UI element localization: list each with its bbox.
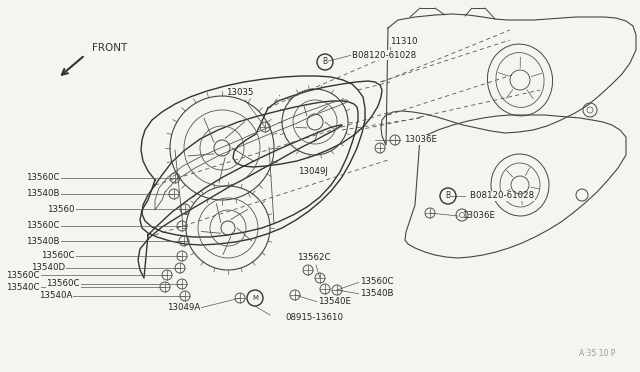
Text: FRONT: FRONT — [92, 43, 127, 53]
Text: B​08120-61028: B​08120-61028 — [352, 51, 416, 60]
Text: 13540B: 13540B — [26, 237, 60, 246]
Text: 13560C: 13560C — [26, 221, 60, 231]
Text: 13560C: 13560C — [47, 279, 80, 289]
Text: 13560C: 13560C — [42, 251, 75, 260]
Text: 13560: 13560 — [47, 205, 75, 214]
Text: 13049A: 13049A — [167, 304, 200, 312]
Text: 13540C: 13540C — [6, 282, 40, 292]
Text: ​B​08120-61028: ​B​08120-61028 — [470, 192, 534, 201]
Text: 11310: 11310 — [390, 38, 417, 46]
Text: 08915-13610: 08915-13610 — [285, 314, 343, 323]
Text: 13036E: 13036E — [462, 212, 495, 221]
Text: 13035: 13035 — [227, 88, 253, 97]
Text: 13540B: 13540B — [360, 289, 394, 298]
Text: 13049J: 13049J — [298, 167, 328, 176]
Text: M: M — [252, 295, 258, 301]
Text: 13540B: 13540B — [26, 189, 60, 199]
Text: 13562C: 13562C — [297, 253, 331, 262]
Text: 13560C: 13560C — [26, 173, 60, 183]
Text: B: B — [445, 192, 451, 201]
Text: 13036E: 13036E — [404, 135, 437, 144]
Text: A·35 10 P: A·35 10 P — [579, 349, 615, 358]
Text: 13540E: 13540E — [318, 298, 351, 307]
Text: 13560C: 13560C — [360, 278, 394, 286]
Text: 13540A: 13540A — [38, 292, 72, 301]
Text: B: B — [323, 58, 328, 67]
Text: 13540D: 13540D — [31, 263, 65, 273]
Text: 13560C: 13560C — [6, 270, 40, 279]
